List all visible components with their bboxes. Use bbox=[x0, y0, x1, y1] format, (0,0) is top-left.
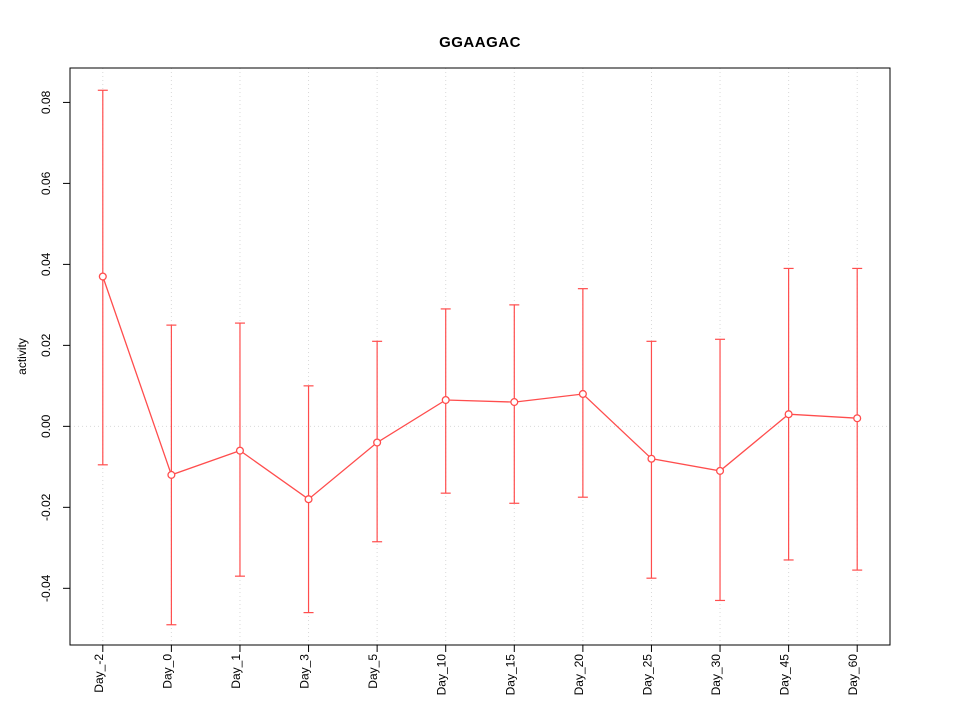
mean-line bbox=[102, 276, 858, 501]
data-point bbox=[578, 389, 587, 399]
x-tick-label: Day_3 bbox=[298, 654, 312, 689]
data-point bbox=[715, 466, 725, 475]
x-axis: Day_-2 Day_0 Day_1 Day_3 Day_5 Day_10 Day_15 Da… bbox=[92, 645, 860, 695]
x-tick-label: Day_5 bbox=[366, 654, 380, 689]
data-point bbox=[235, 446, 245, 455]
data-point bbox=[304, 495, 313, 504]
plot-border bbox=[69, 67, 891, 646]
data-point bbox=[510, 398, 519, 407]
gridlines bbox=[70, 68, 890, 645]
x-tick-label: Day_30 bbox=[709, 654, 723, 696]
y-axis: -0.04 -0.02 0.00 0.02 0.04 0.06 0.08 bbox=[39, 90, 70, 602]
y-axis-label: activity bbox=[15, 338, 29, 375]
error-bars bbox=[97, 89, 863, 626]
x-tick-label: Day_1 bbox=[229, 654, 243, 689]
chart-title: GGAAGAC bbox=[439, 34, 521, 51]
y-tick-label: 0.04 bbox=[39, 252, 53, 276]
x-tick-label: Day_25 bbox=[640, 654, 654, 696]
data-points bbox=[98, 272, 862, 504]
data-point bbox=[853, 414, 862, 423]
x-tick-label: Day_10 bbox=[435, 654, 449, 696]
data-point bbox=[98, 272, 107, 281]
y-tick-label: 0.02 bbox=[39, 333, 53, 357]
data-point bbox=[441, 395, 450, 405]
data-point bbox=[167, 470, 176, 479]
y-tick-label: 0.00 bbox=[39, 414, 53, 438]
y-tick-label: 0.08 bbox=[39, 90, 53, 114]
x-tick-label: Day_15 bbox=[503, 654, 517, 696]
y-tick-label: -0.04 bbox=[39, 574, 53, 602]
y-tick-label: 0.06 bbox=[39, 171, 53, 195]
x-tick-label: Day_45 bbox=[778, 654, 792, 696]
x-tick-label: Day_20 bbox=[572, 654, 586, 696]
x-tick-label: Day_0 bbox=[160, 654, 174, 689]
y-tick-label: -0.02 bbox=[39, 493, 53, 521]
data-point bbox=[373, 438, 382, 447]
x-tick-label: Day_-2 bbox=[92, 654, 106, 693]
data-point bbox=[647, 454, 656, 463]
data-point bbox=[784, 410, 793, 419]
x-tick-label: Day_60 bbox=[846, 654, 860, 696]
